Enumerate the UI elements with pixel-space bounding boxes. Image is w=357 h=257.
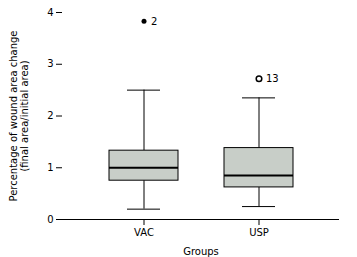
svg-text:13: 13 xyxy=(266,73,279,84)
svg-text:1: 1 xyxy=(47,162,53,173)
svg-text:4: 4 xyxy=(47,7,53,18)
svg-text:2: 2 xyxy=(47,110,53,121)
svg-text:0: 0 xyxy=(47,214,53,225)
svg-text:2: 2 xyxy=(151,15,157,26)
svg-text:Percentage of wound area chang: Percentage of wound area change(final ar… xyxy=(8,30,30,201)
svg-text:3: 3 xyxy=(47,58,53,69)
svg-text:VAC: VAC xyxy=(134,227,154,238)
svg-text:Groups: Groups xyxy=(183,246,219,257)
svg-text:USP: USP xyxy=(249,227,269,238)
